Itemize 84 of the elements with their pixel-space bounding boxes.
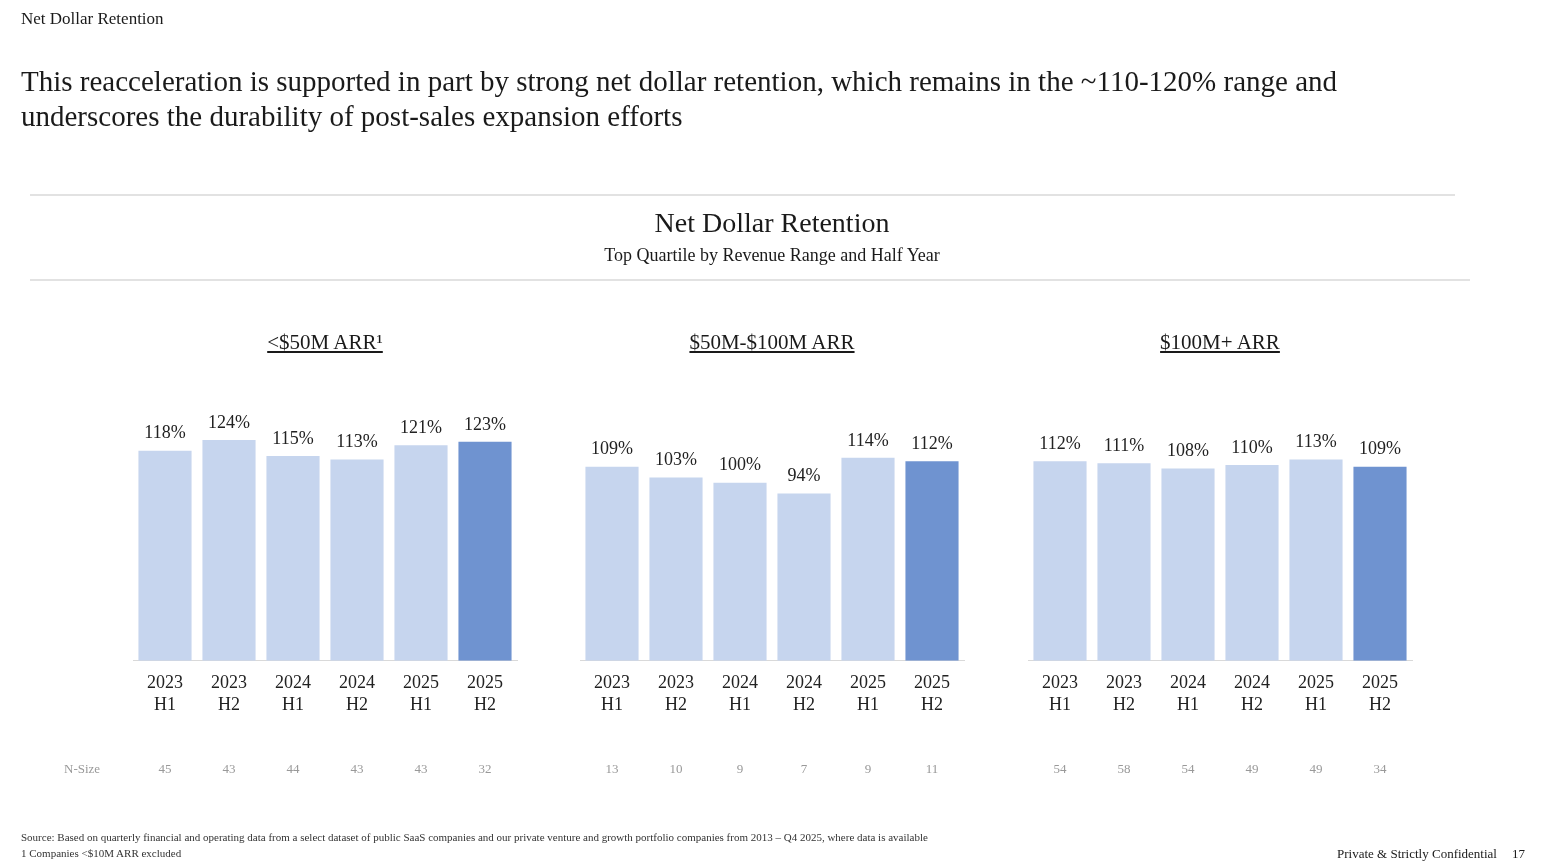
x-tick-label: 2024 H2 bbox=[786, 672, 822, 714]
data-label: 110% bbox=[1231, 436, 1273, 457]
text: 17 bbox=[1512, 846, 1525, 862]
data-label: 115% bbox=[272, 427, 314, 448]
x-tick-label: 2023 H2 bbox=[1106, 672, 1142, 714]
bar bbox=[266, 456, 320, 661]
x-tick-label: 2025 H1 bbox=[1298, 672, 1334, 714]
x-tick-label: 2024 H2 bbox=[339, 672, 375, 714]
bar bbox=[138, 450, 192, 661]
x-tick-label: 2025 H1 bbox=[850, 672, 886, 714]
data-label: 123% bbox=[464, 413, 506, 434]
x-tick-label: 2025 H2 bbox=[914, 672, 950, 714]
bar bbox=[713, 482, 767, 661]
data-label: 121% bbox=[400, 417, 442, 438]
text: 10 bbox=[669, 761, 683, 777]
bar bbox=[202, 440, 256, 661]
data-label: 103% bbox=[655, 449, 697, 470]
data-label: 109% bbox=[1359, 438, 1401, 459]
text: 43 bbox=[350, 761, 364, 777]
data-label: 94% bbox=[787, 465, 821, 486]
chart-title: $50M-$100M ARR bbox=[688, 330, 856, 355]
text: 43 bbox=[222, 761, 236, 777]
x-tick-label: 2023 H1 bbox=[1042, 672, 1078, 714]
chart-title: $100M+ ARR bbox=[1159, 330, 1281, 355]
x-tick-label: 2024 H1 bbox=[1170, 672, 1206, 714]
text: 54 bbox=[1181, 761, 1195, 777]
bar bbox=[1097, 463, 1151, 661]
data-label: 118% bbox=[144, 422, 186, 443]
data-label: 114% bbox=[847, 429, 889, 450]
x-tick-label: 2025 H2 bbox=[1362, 672, 1398, 714]
data-label: 113% bbox=[336, 431, 378, 452]
text: 58 bbox=[1117, 761, 1131, 777]
text: 11 bbox=[925, 761, 939, 777]
data-label: 112% bbox=[1039, 433, 1081, 454]
data-label: 100% bbox=[719, 454, 761, 475]
text: This reacceleration is supported in part by strong net dollar retention, which remains in the ~110-120% range and underscores the durability of post-sales expansion efforts bbox=[21, 64, 1338, 134]
x-tick-label: 2023 H1 bbox=[594, 672, 630, 714]
bar bbox=[1353, 466, 1407, 661]
text: Net Dollar Retention bbox=[653, 207, 891, 239]
data-label: 113% bbox=[1295, 431, 1337, 452]
text: 1 Companies <$10M ARR excluded bbox=[21, 847, 182, 859]
x-tick-label: 2023 H2 bbox=[211, 672, 247, 714]
bar bbox=[777, 493, 831, 661]
bar bbox=[905, 461, 959, 661]
bar bbox=[330, 459, 384, 661]
bar bbox=[458, 441, 512, 661]
x-tick-label: 2024 H1 bbox=[722, 672, 758, 714]
bar bbox=[841, 457, 895, 661]
x-tick-label: 2025 H1 bbox=[403, 672, 439, 714]
bar bbox=[1225, 464, 1279, 661]
bar bbox=[1289, 459, 1343, 661]
bar bbox=[394, 445, 448, 661]
text: 44 bbox=[286, 761, 300, 777]
text: Private & Strictly Confidential bbox=[1337, 846, 1497, 862]
x-tick-label: 2023 H2 bbox=[658, 672, 694, 714]
bar bbox=[585, 466, 639, 661]
source-note: Source: Based on quarterly financial and operating data from a select dataset of public SaaS companies and our private venture and growth portfolio companies from 2013 – Q4 2025, where data is available bbox=[21, 831, 928, 843]
bar bbox=[649, 477, 703, 661]
text: 9 bbox=[864, 761, 872, 777]
data-label: 124% bbox=[208, 411, 250, 432]
text: N-Size bbox=[64, 761, 101, 777]
text: 54 bbox=[1053, 761, 1067, 777]
data-label: 108% bbox=[1167, 440, 1209, 461]
data-label: 112% bbox=[911, 433, 953, 454]
text: 13 bbox=[605, 761, 619, 777]
text: 7 bbox=[800, 761, 808, 777]
data-label: 109% bbox=[591, 438, 633, 459]
x-tick-label: 2023 H1 bbox=[147, 672, 183, 714]
text: Net Dollar Retention bbox=[21, 9, 164, 29]
text: Top Quartile by Revenue Range and Half Year bbox=[603, 245, 941, 266]
text: 49 bbox=[1309, 761, 1323, 777]
text: 45 bbox=[158, 761, 172, 777]
chart-title: <$50M ARR¹ bbox=[266, 330, 384, 355]
data-label: 111% bbox=[1103, 434, 1145, 455]
text: 9 bbox=[736, 761, 744, 777]
x-tick-label: 2024 H1 bbox=[275, 672, 311, 714]
text: 43 bbox=[414, 761, 428, 777]
text: 49 bbox=[1245, 761, 1259, 777]
x-tick-label: 2025 H2 bbox=[467, 672, 503, 714]
text: 32 bbox=[478, 761, 492, 777]
text: 34 bbox=[1373, 761, 1387, 777]
x-tick-label: 2024 H2 bbox=[1234, 672, 1270, 714]
bar bbox=[1033, 461, 1087, 661]
bar bbox=[1161, 468, 1215, 661]
